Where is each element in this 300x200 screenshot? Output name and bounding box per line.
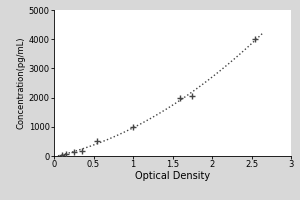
X-axis label: Optical Density: Optical Density bbox=[135, 171, 210, 181]
Y-axis label: Concentration(pg/mL): Concentration(pg/mL) bbox=[17, 37, 26, 129]
